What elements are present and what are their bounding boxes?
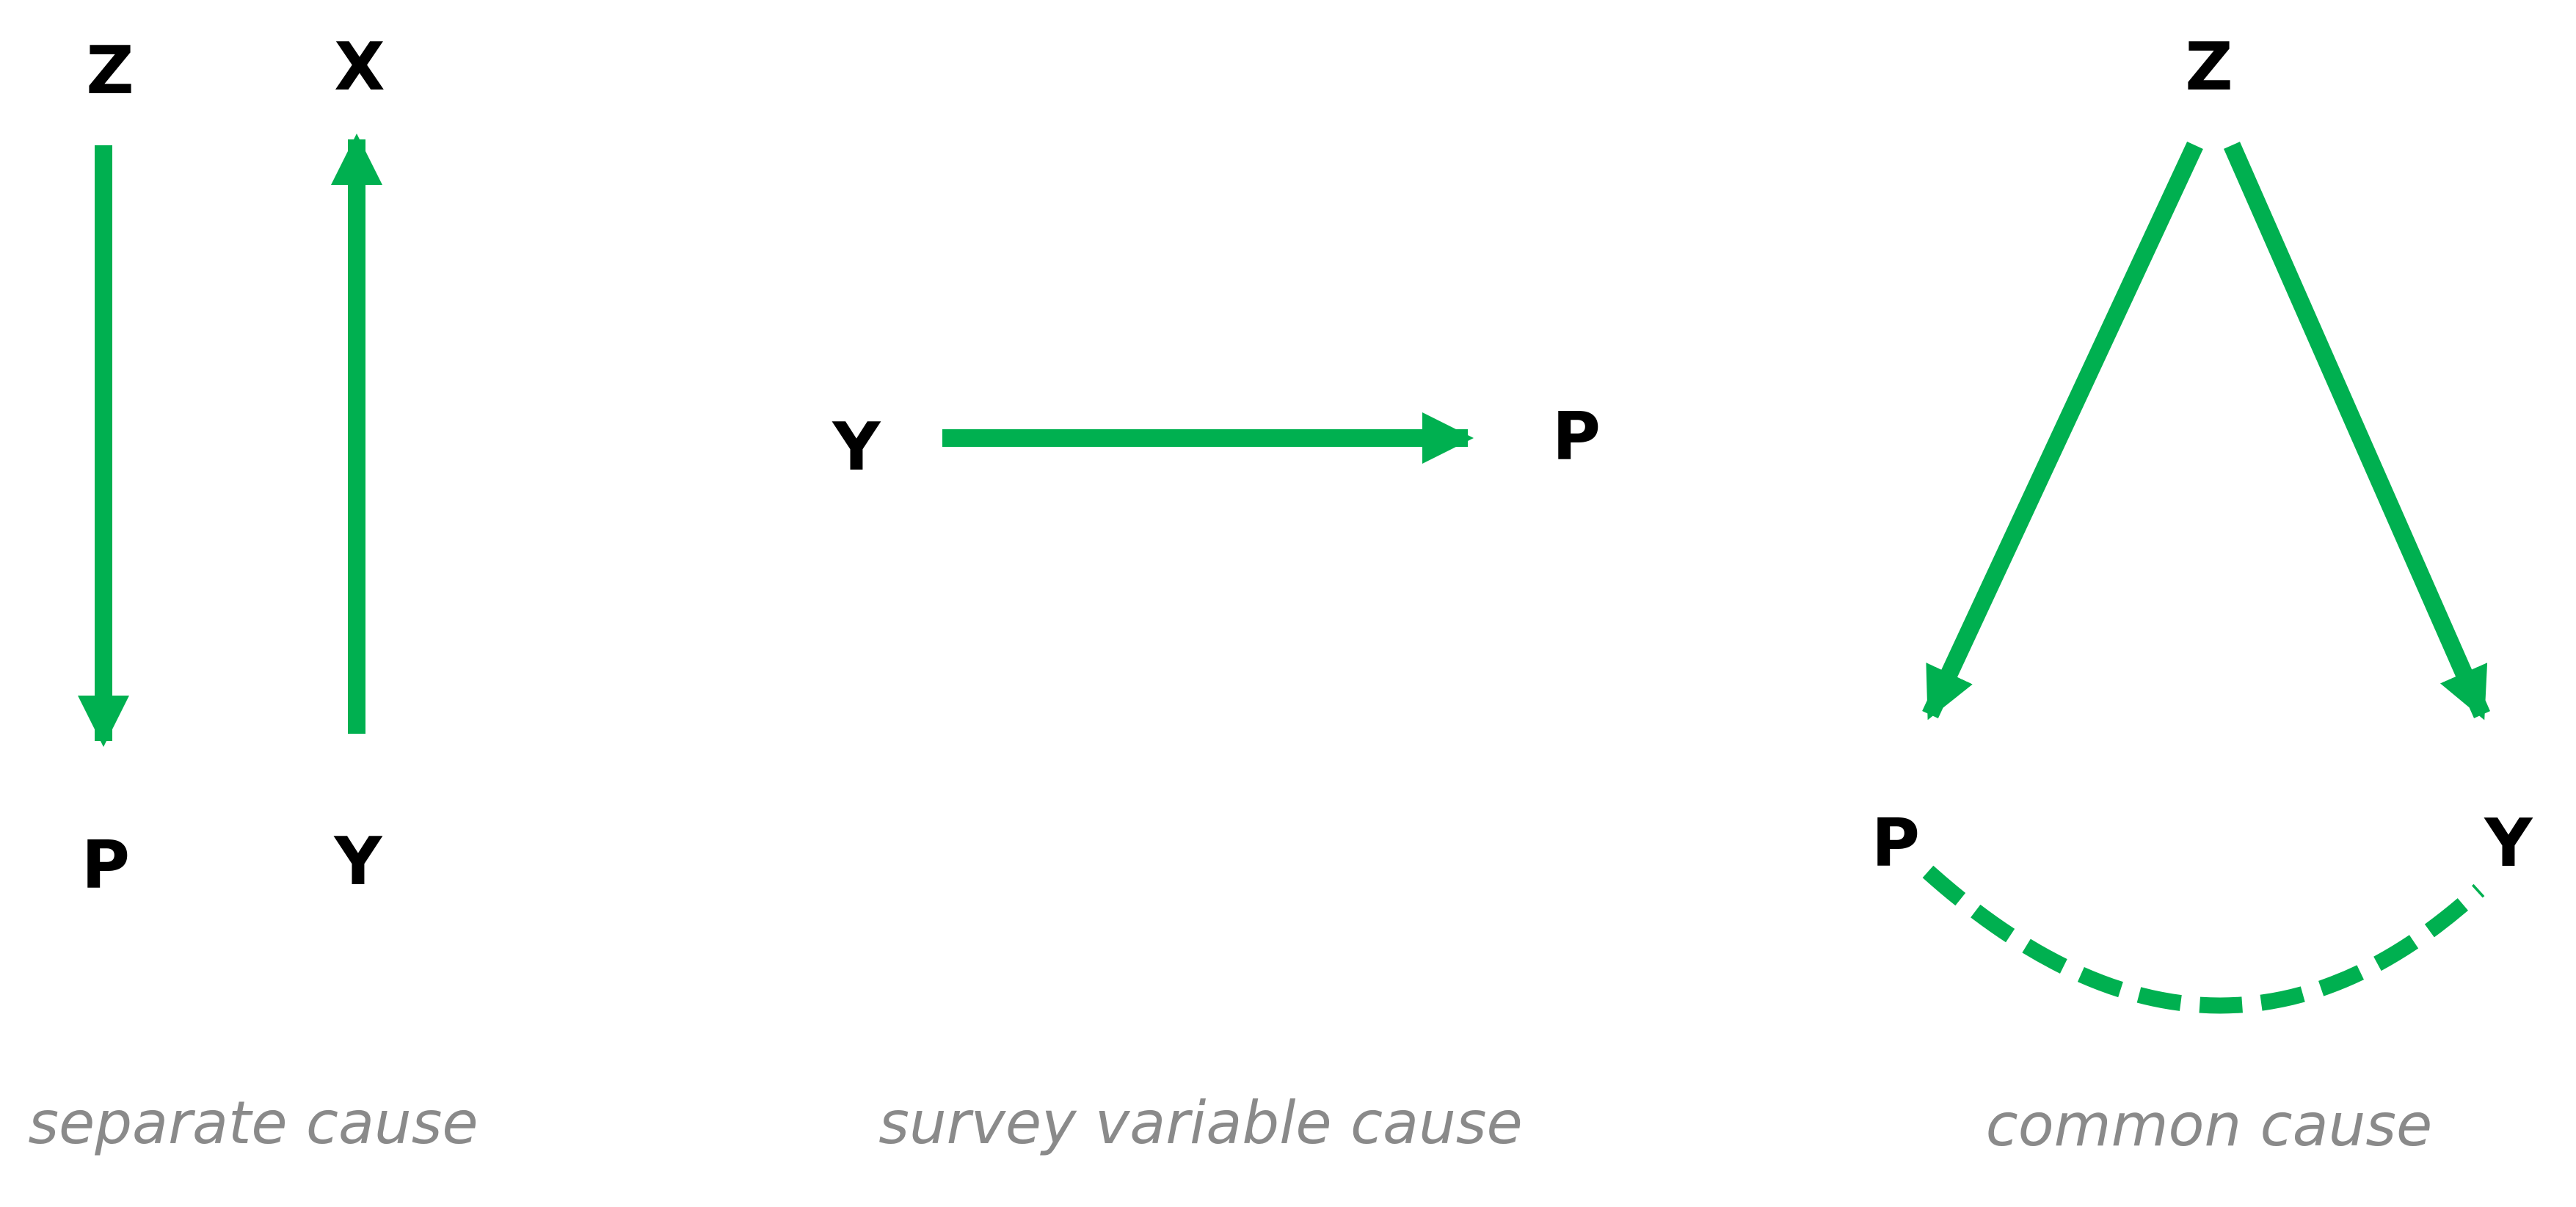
node-z: Z [2185, 29, 2233, 106]
node-y: Y [832, 409, 881, 486]
caption-separate-cause: separate cause [28, 1089, 478, 1157]
panel-common-cause: Z P Y common cause [1871, 29, 2533, 1159]
node-p: P [81, 827, 130, 904]
node-z: Z [86, 32, 134, 109]
panel-survey-variable-cause: Y P survey variable cause [832, 398, 1601, 1157]
node-y: Y [333, 823, 383, 900]
dashed-association-p-y [1922, 865, 2485, 1014]
arrow-z-to-y [2224, 142, 2490, 721]
node-y: Y [2484, 805, 2533, 882]
caption-common-cause: common cause [1986, 1091, 2432, 1159]
arrow-z-to-p [1922, 141, 2203, 721]
node-p: P [1552, 398, 1601, 475]
node-x: X [334, 29, 385, 106]
node-p: P [1871, 805, 1920, 882]
panel-separate-cause: Z X P Y separate cause [28, 29, 478, 1157]
caption-survey-variable-cause: survey variable cause [878, 1089, 1522, 1157]
